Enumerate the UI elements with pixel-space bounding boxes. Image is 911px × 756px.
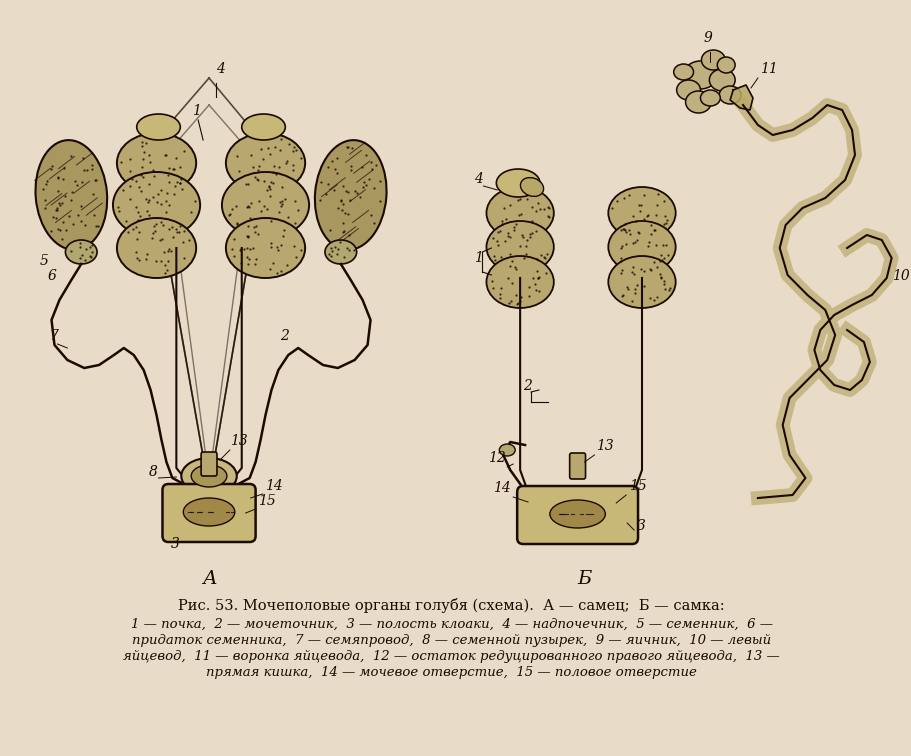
Text: 11: 11 [759,62,777,76]
FancyBboxPatch shape [569,453,585,479]
FancyBboxPatch shape [517,486,638,544]
Ellipse shape [117,218,196,278]
Ellipse shape [117,133,196,193]
Text: 1: 1 [192,104,200,118]
Ellipse shape [324,240,356,264]
Ellipse shape [183,498,234,526]
Ellipse shape [608,256,675,308]
Ellipse shape [683,61,717,89]
Text: 2: 2 [280,329,289,343]
Text: 15: 15 [257,494,275,508]
Text: 3: 3 [637,519,645,533]
Text: 1 — почка,  2 — мочеточник,  3 — полость клоаки,  4 — надпочечник,  5 — семенник: 1 — почка, 2 — мочеточник, 3 — полость к… [130,618,772,631]
Text: 13: 13 [230,434,247,448]
Ellipse shape [499,444,515,456]
Ellipse shape [314,140,386,250]
Text: яйцевод,  11 — воронка яйцевода,  12 — остаток редуцированного правого яйцевода,: яйцевод, 11 — воронка яйцевода, 12 — ост… [123,650,779,663]
Ellipse shape [226,133,305,193]
Text: 1: 1 [473,251,482,265]
Text: прямая кишка,  14 — мочевое отверстие,  15 — половое отверстие: прямая кишка, 14 — мочевое отверстие, 15… [206,666,696,679]
Ellipse shape [700,90,720,106]
Text: Б: Б [577,570,591,588]
Ellipse shape [496,169,539,197]
Text: 13: 13 [596,439,613,453]
Ellipse shape [226,218,305,278]
Text: придаток семенника,  7 — семяпровод,  8 — семенной пузырек,  9 — яичник,  10 — л: придаток семенника, 7 — семяпровод, 8 — … [132,634,771,647]
Ellipse shape [191,465,227,487]
Ellipse shape [608,221,675,273]
FancyBboxPatch shape [201,452,217,476]
Text: 15: 15 [629,479,646,493]
Ellipse shape [520,178,543,197]
Ellipse shape [608,187,675,239]
Polygon shape [730,85,752,110]
Text: 12: 12 [488,451,506,465]
Ellipse shape [717,57,734,73]
Ellipse shape [113,172,200,238]
Text: 6: 6 [47,269,56,283]
Ellipse shape [673,64,692,80]
Ellipse shape [719,86,741,104]
Ellipse shape [709,69,734,91]
Text: 14: 14 [265,479,283,493]
Text: 14: 14 [493,481,510,495]
Text: 8: 8 [148,465,158,479]
Ellipse shape [36,140,107,250]
Text: 4: 4 [216,62,225,76]
Text: 3: 3 [170,537,179,551]
Ellipse shape [676,80,700,100]
Text: 2: 2 [523,379,531,393]
Ellipse shape [221,172,309,238]
Ellipse shape [137,114,180,140]
FancyBboxPatch shape [162,484,255,542]
Text: 9: 9 [702,31,711,45]
Text: 4: 4 [473,172,482,186]
Ellipse shape [66,240,97,264]
Text: 5: 5 [39,254,48,268]
Text: А: А [201,570,216,588]
Ellipse shape [241,114,285,140]
Ellipse shape [181,458,237,494]
Ellipse shape [486,256,553,308]
Text: Рис. 53. Мочеполовые органы голубя (схема).  А — самец;  Б — самка:: Рис. 53. Мочеполовые органы голубя (схем… [179,598,724,613]
Ellipse shape [685,91,711,113]
Ellipse shape [701,50,724,70]
Ellipse shape [549,500,605,528]
Ellipse shape [486,221,553,273]
Text: 10: 10 [891,269,908,283]
Ellipse shape [486,187,553,239]
Text: 7: 7 [49,329,58,343]
